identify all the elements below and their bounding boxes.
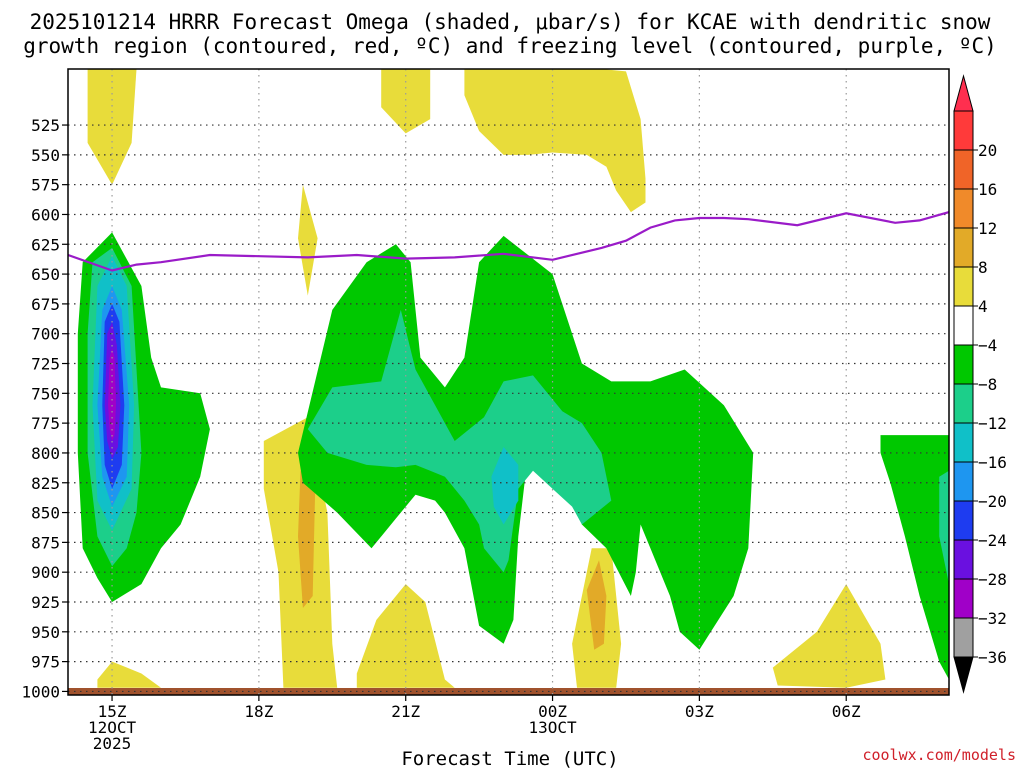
- colorbar-label: −20: [978, 492, 1007, 511]
- colorbar-segment: [953, 578, 974, 619]
- y-tick-label: 725: [31, 355, 60, 374]
- y-tick-label: 575: [31, 176, 60, 195]
- colorbar: 20 16 12 8 4 −4 −8 −12 −16 −20 −24 −28 −32 −36: [953, 74, 1007, 694]
- colorbar-segment: [953, 383, 974, 424]
- chart-title-line-1: 2025101214 HRRR Forecast Omega (shaded, …: [30, 10, 991, 34]
- ground-strip: [68, 688, 949, 695]
- colorbar-top-triangle: [953, 74, 974, 112]
- plot-area: [67, 68, 950, 696]
- y-tick-label: 800: [31, 444, 60, 463]
- colorbar-label: −16: [978, 453, 1007, 472]
- plot-frame: [67, 68, 950, 696]
- omega-region-18: [491, 447, 519, 525]
- colorbar-segment: [953, 266, 974, 307]
- colorbar-segment: [953, 188, 974, 229]
- y-tick-label: 525: [31, 116, 60, 135]
- omega-region-1: [381, 69, 431, 134]
- y-tick-label: 850: [31, 504, 60, 523]
- colorbar-label: 20: [978, 141, 997, 160]
- x-tick-label: 2025: [93, 734, 132, 753]
- colorbar-label: −28: [978, 570, 1007, 589]
- chart-title-line-2: growth region (contoured, red, ºC) and f…: [23, 34, 997, 58]
- omega-region-0: [87, 69, 137, 185]
- omega-region-8: [97, 661, 161, 688]
- colorbar-label: −8: [978, 375, 997, 394]
- y-tick-label: 825: [31, 474, 60, 493]
- colorbar-segment: [953, 305, 974, 346]
- colorbar-segment: [953, 539, 974, 580]
- colorbar-label: −32: [978, 609, 1007, 628]
- colorbar-segment: [953, 422, 974, 463]
- y-tick-label: 675: [31, 295, 60, 314]
- y-tick-label: 900: [31, 563, 60, 582]
- y-tick-label: 775: [31, 414, 60, 433]
- colorbar-label: −24: [978, 531, 1007, 550]
- y-tick-label: 750: [31, 384, 60, 403]
- omega-region-16: [939, 470, 949, 585]
- freezing-level-line: [68, 211, 949, 272]
- x-tick-label: 21Z: [391, 702, 420, 721]
- omega-region-13: [880, 435, 949, 680]
- x-tick-label: 12OCT: [88, 718, 137, 737]
- colorbar-label: 8: [978, 258, 988, 277]
- omega-region-10: [586, 560, 607, 650]
- colorbar-segment: [953, 149, 974, 190]
- colorbar-segment: [953, 617, 974, 658]
- y-tick-label: 600: [31, 205, 60, 224]
- omega-region-3: [298, 184, 318, 296]
- colorbar-label: −12: [978, 414, 1007, 433]
- x-axis-label: Forecast Time (UTC): [401, 748, 618, 768]
- omega-region-2: [464, 69, 646, 213]
- colorbar-segment: [953, 344, 974, 385]
- x-tick-label: 00Z: [538, 702, 567, 721]
- gridlines: [68, 69, 949, 695]
- y-tick-label: 875: [31, 533, 60, 552]
- x-tick-label: 15Z: [98, 702, 127, 721]
- y-axis: 525 550 575 600 625 650 675 700 725 750 775 800 825 8…: [21, 116, 68, 701]
- x-tick-label: 06Z: [832, 702, 861, 721]
- colorbar-segment: [953, 461, 974, 502]
- colorbar-label: 16: [978, 180, 997, 199]
- y-tick-label: 625: [31, 235, 60, 254]
- y-tick-label: 550: [31, 146, 60, 165]
- colorbar-segment: [953, 110, 974, 151]
- omega-shading: [77, 69, 949, 688]
- colorbar-label: 4: [978, 297, 988, 316]
- omega-region-5: [356, 584, 455, 688]
- omega-region-7: [772, 584, 886, 688]
- x-tick-label: 18Z: [244, 702, 273, 721]
- colorbar-label: 12: [978, 219, 997, 238]
- omega-region-15: [307, 309, 612, 573]
- x-tick-label: 03Z: [685, 702, 714, 721]
- y-tick-label: 1000: [21, 682, 60, 701]
- omega-region-9: [298, 470, 316, 608]
- y-tick-label: 975: [31, 653, 60, 672]
- colorbar-label: −36: [978, 648, 1007, 667]
- y-tick-label: 950: [31, 623, 60, 642]
- colorbar-segment: [953, 227, 974, 268]
- colorbar-label: −4: [978, 336, 997, 355]
- colorbar-bottom-triangle: [953, 656, 974, 694]
- x-tick-label: 13OCT: [528, 718, 577, 737]
- y-tick-label: 700: [31, 325, 60, 344]
- credit-text: coolwx.com/models: [862, 746, 1016, 764]
- colorbar-segment: [953, 500, 974, 541]
- y-tick-label: 925: [31, 593, 60, 612]
- y-tick-label: 650: [31, 265, 60, 284]
